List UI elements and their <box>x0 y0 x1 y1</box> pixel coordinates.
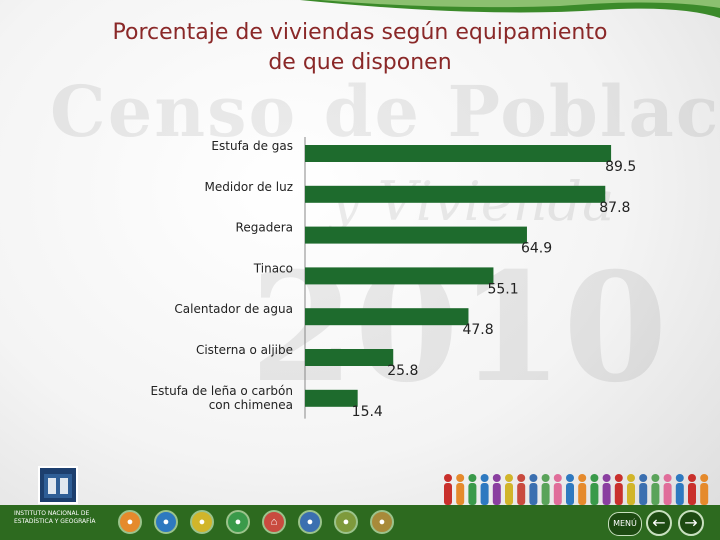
value-label-estufa-de-gas: 89.5 <box>605 159 636 175</box>
value-label-calentador-de-agua: 47.8 <box>462 322 493 338</box>
bar-tinaco <box>305 267 494 285</box>
category-label-cisterna-o-aljibe: Cisterna o aljibe <box>196 343 293 357</box>
topic-nav-icons: ● ● ● ● ⌂ ● ● ● <box>118 510 394 534</box>
bar-cisterna-o-aljibe <box>305 349 394 366</box>
chart-title-line1: Porcentaje de viviendas según equipamien… <box>112 20 608 45</box>
bar-medidor-de-luz <box>305 185 606 203</box>
category-label-estufa-de-lena-o-carbon-con-chimenea: Estufa de leña o carbón con chimenea <box>151 384 293 412</box>
menu-button[interactable]: MENÚ <box>608 512 642 536</box>
bar-estufa-de-gas <box>305 145 612 162</box>
house-icon[interactable]: ⌂ <box>262 510 286 534</box>
category-label-regadera: Regadera <box>236 221 293 235</box>
chart-title: Porcentaje de viviendas según equipamien… <box>60 18 660 78</box>
inegi-logo-icon <box>38 466 78 504</box>
topic-icon-2[interactable]: ● <box>154 510 178 534</box>
arrow-right-icon[interactable]: → <box>678 510 704 536</box>
value-label-medidor-de-luz: 87.8 <box>599 200 630 216</box>
category-label-calentador-de-agua: Calentador de agua <box>174 302 293 316</box>
bar-calentador-de-agua <box>305 308 469 326</box>
value-label-tinaco: 55.1 <box>487 281 518 297</box>
topic-icon-1[interactable]: ● <box>118 510 142 534</box>
value-label-cisterna-o-aljibe: 25.8 <box>387 363 418 379</box>
topic-icon-7[interactable]: ● <box>334 510 358 534</box>
bar-regadera <box>305 226 527 244</box>
bars-layer: Estufa de gas 89.5 Medidor de luz 87.8 Regad… <box>151 139 637 420</box>
arrow-left-icon[interactable]: ← <box>646 510 672 536</box>
bar-estufa-de-lena-o-carbon-con-chimenea <box>305 389 358 407</box>
inegi-logo-text: INSTITUTO NACIONAL DE ESTADÍSTICA Y GEOG… <box>14 510 96 525</box>
top-decoration <box>300 0 720 18</box>
category-label-tinaco: Tinaco <box>253 261 293 275</box>
people-illustration-icon <box>444 474 709 505</box>
inegi-logo: INSTITUTO NACIONAL DE ESTADÍSTICA Y GEOG… <box>14 466 102 536</box>
category-label-estufa-de-gas: Estufa de gas <box>211 139 293 153</box>
topic-icon-6[interactable]: ● <box>298 510 322 534</box>
category-label-medidor-de-luz: Medidor de luz <box>205 180 293 194</box>
chart-title-line2: de que disponen <box>268 50 452 75</box>
topic-icon-8[interactable]: ● <box>370 510 394 534</box>
value-label-estufa-de-lena-o-carbon-con-chimenea: 15.4 <box>352 404 383 420</box>
value-label-regadera: 64.9 <box>521 241 552 257</box>
topic-icon-3[interactable]: ● <box>190 510 214 534</box>
topic-icon-4[interactable]: ● <box>226 510 250 534</box>
